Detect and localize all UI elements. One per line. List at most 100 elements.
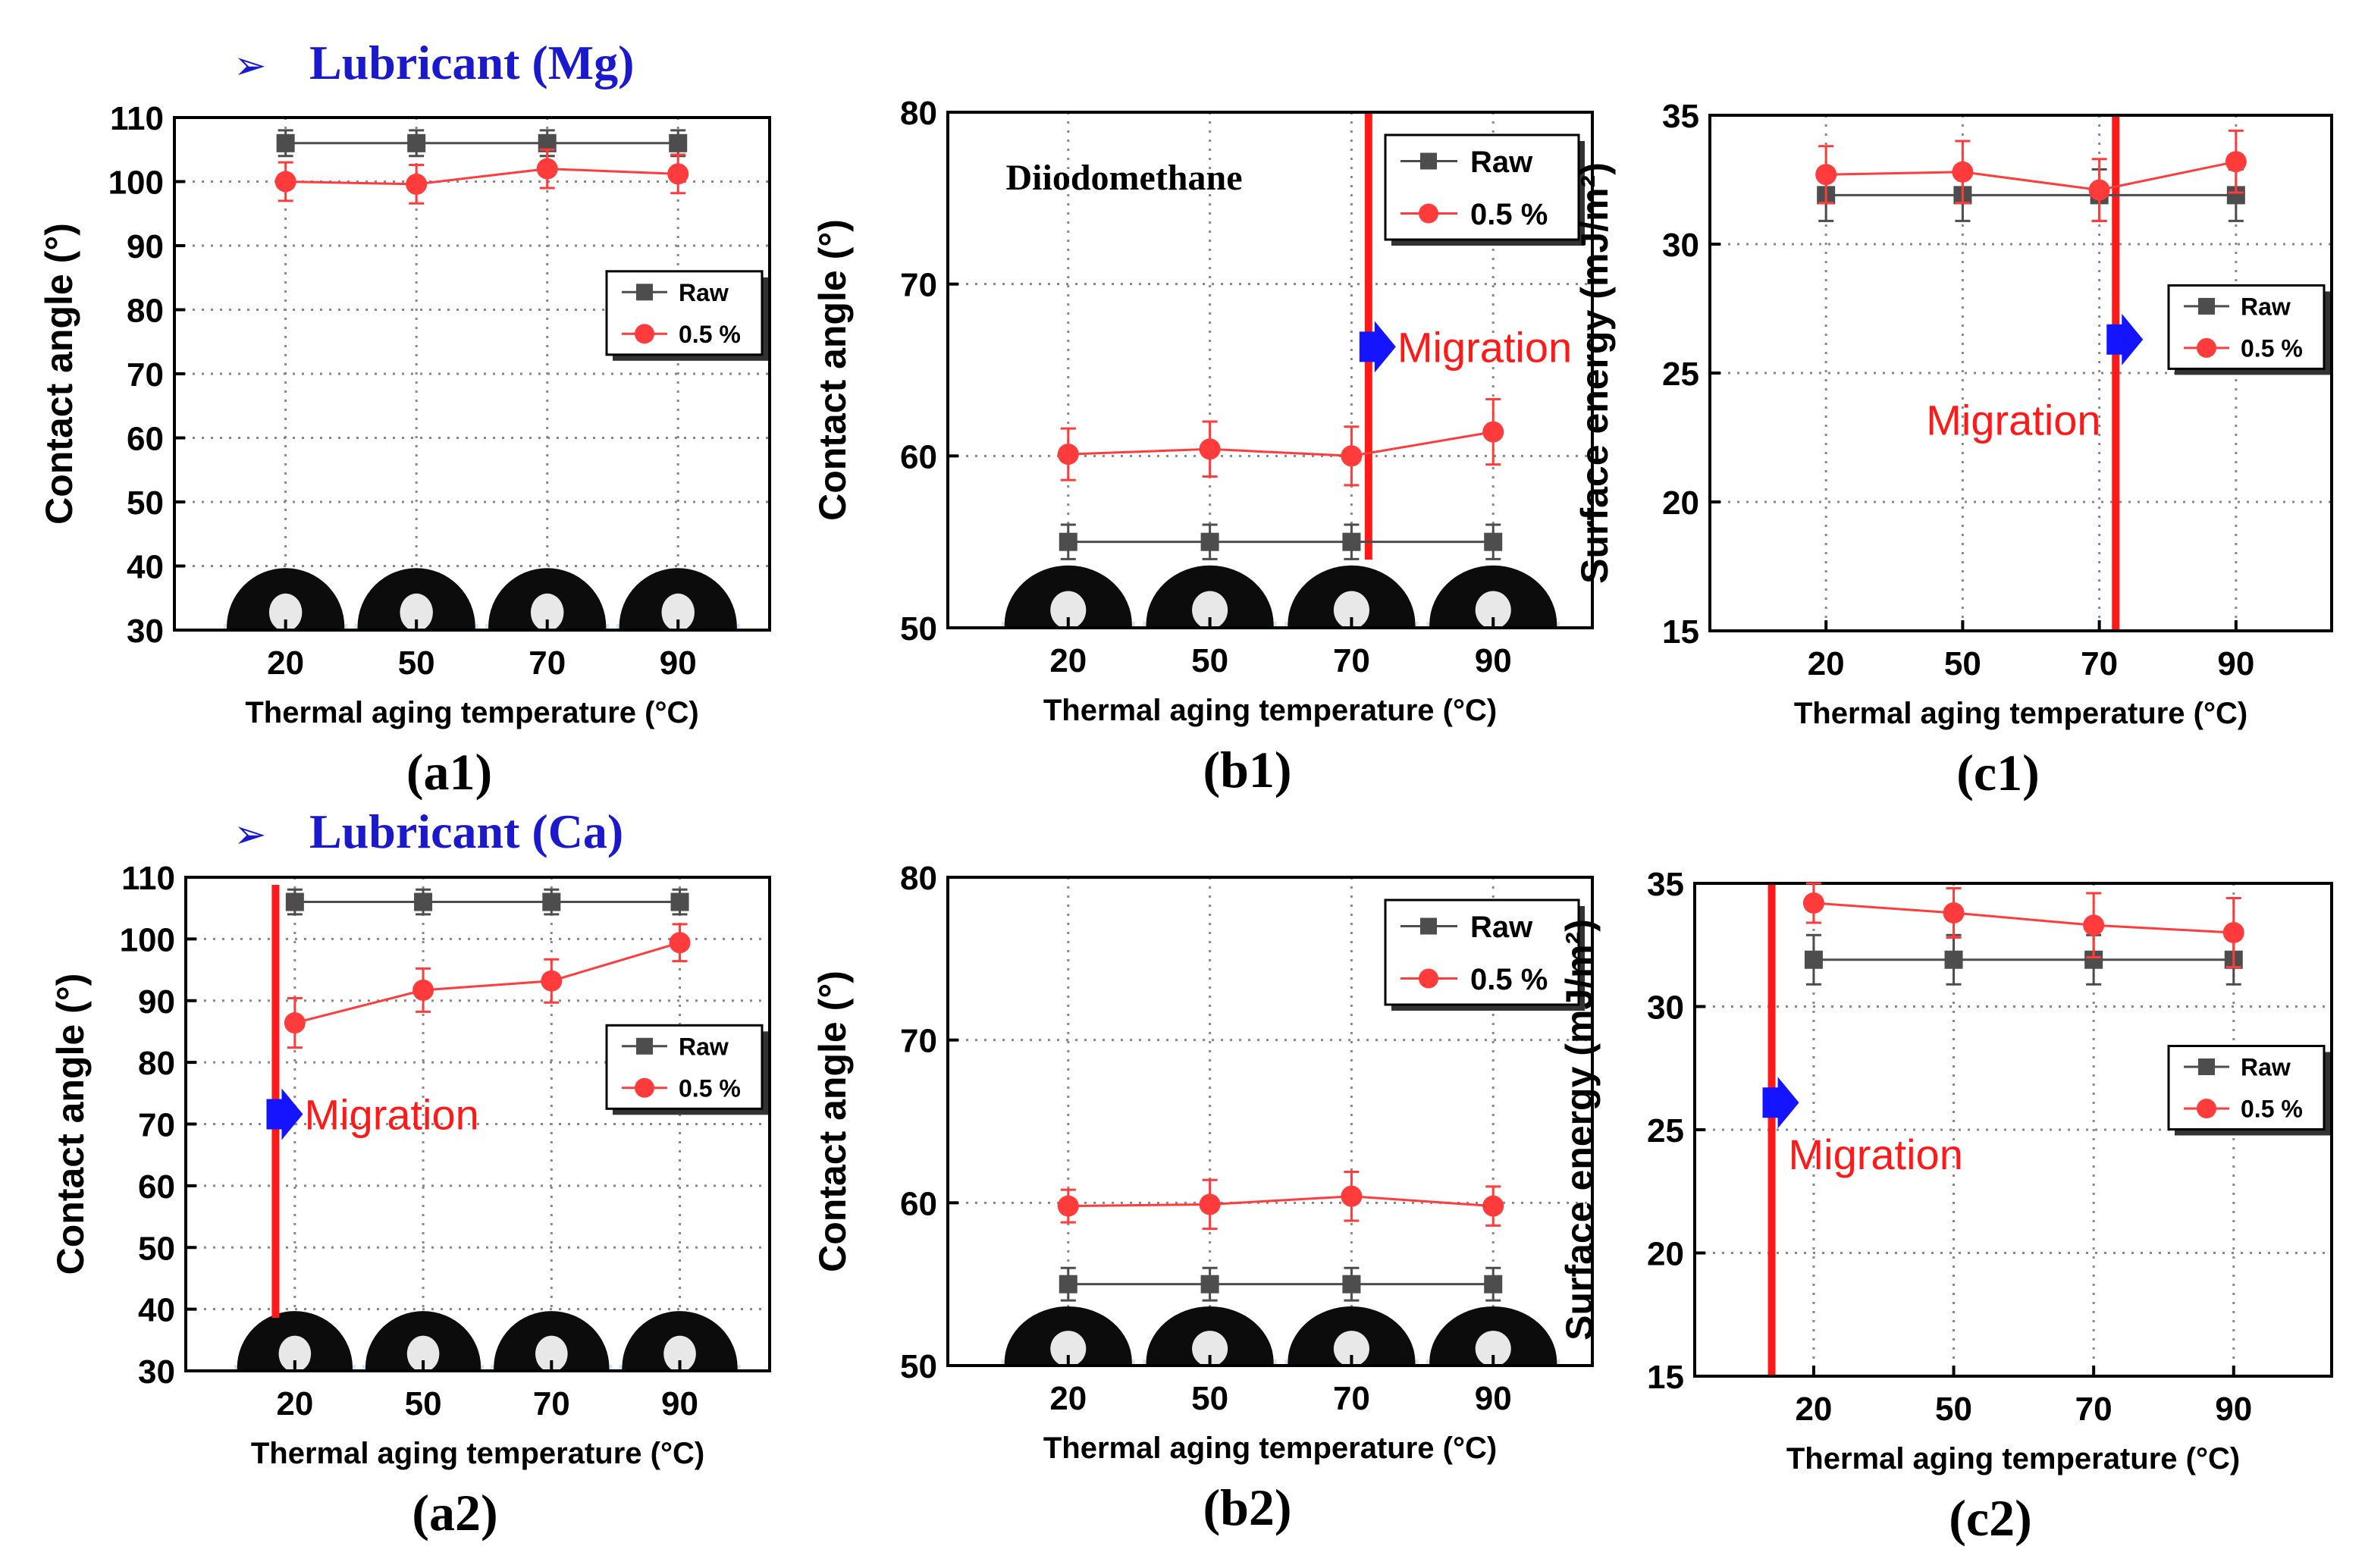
section-header-ca: ➢ Lubricant (Ca) bbox=[234, 804, 623, 858]
x-tick-label-a2-3: 90 bbox=[661, 1385, 698, 1422]
legend-marker-c1-1 bbox=[2197, 337, 2216, 358]
y-tick-label-b1-1: 60 bbox=[900, 438, 937, 475]
series-a1-0 bbox=[276, 129, 688, 158]
series-a1-1 bbox=[274, 148, 689, 205]
y-tick-label-c2-0: 15 bbox=[1647, 1359, 1684, 1396]
legend-box-a2 bbox=[605, 1024, 764, 1110]
section-header-mg-marker: ➢ bbox=[234, 44, 267, 88]
y-tick-label-b2-0: 50 bbox=[900, 1348, 937, 1385]
legend-a1: Raw 0.5 % bbox=[605, 270, 768, 361]
data-point-c2-1-0 bbox=[1802, 892, 1824, 914]
series-b1-1 bbox=[1057, 398, 1504, 487]
y-tick-label-a1-2: 50 bbox=[127, 485, 164, 522]
x-tick-label-a1-2: 70 bbox=[529, 644, 566, 682]
data-point-b1-1-3 bbox=[1482, 421, 1504, 443]
x-tick-label-a2-1: 50 bbox=[405, 1385, 442, 1422]
x-tick-label-b1-2: 70 bbox=[1333, 642, 1370, 679]
data-point-b1-1-2 bbox=[1341, 445, 1363, 467]
data-point-b2-1-1 bbox=[1199, 1193, 1221, 1215]
data-point-b1-1-1 bbox=[1199, 438, 1221, 460]
legend-label-b2-0: Raw bbox=[1470, 911, 1533, 944]
y-tick-label-a1-6: 90 bbox=[127, 228, 164, 265]
legend-box-b1 bbox=[1384, 133, 1580, 241]
x-tick-label-a1-0: 20 bbox=[267, 644, 304, 682]
x-tick-label-a1-1: 50 bbox=[398, 644, 435, 682]
x-tick-label-b2-2: 70 bbox=[1333, 1380, 1370, 1417]
data-point-b2-0-1 bbox=[1200, 1275, 1219, 1294]
y-tick-label-a1-4: 70 bbox=[127, 356, 164, 394]
x-tick-label-a2-2: 70 bbox=[533, 1385, 570, 1422]
data-point-a1-0-1 bbox=[407, 133, 426, 152]
x-tick-label-c1-1: 50 bbox=[1944, 645, 1981, 682]
y-axis-label-c1: Surface energy (mJ/m²) bbox=[1573, 162, 1616, 584]
y-tick-label-a2-4: 70 bbox=[138, 1107, 175, 1144]
data-point-a1-1-2 bbox=[536, 158, 558, 180]
migration-arrow-c1 bbox=[2106, 313, 2144, 365]
data-point-c1-1-2 bbox=[2088, 179, 2110, 201]
x-axis-label-b1: Thermal aging temperature (°C) bbox=[1043, 694, 1497, 727]
series-a2-0 bbox=[285, 888, 689, 916]
x-axis-label-c2: Thermal aging temperature (°C) bbox=[1786, 1442, 2240, 1475]
x-tick-label-b1-3: 90 bbox=[1475, 642, 1512, 679]
chart-panel-c1: Migration 15 20 25 30 35 20 50 70 90 Thermal aging… bbox=[1573, 98, 2333, 801]
data-point-b2-1-2 bbox=[1341, 1185, 1363, 1207]
x-tick-label-b1-0: 20 bbox=[1049, 642, 1087, 679]
legend-label-c2-1: 0.5 % bbox=[2241, 1096, 2303, 1123]
legend-label-b1-1: 0.5 % bbox=[1470, 198, 1548, 231]
x-axis-label-c1: Thermal aging temperature (°C) bbox=[1794, 697, 2247, 730]
y-tick-label-c2-2: 25 bbox=[1647, 1112, 1684, 1149]
y-tick-label-c2-1: 20 bbox=[1647, 1236, 1684, 1273]
legend-label-c1-1: 0.5 % bbox=[2241, 334, 2303, 362]
data-point-b1-0-1 bbox=[1200, 532, 1219, 551]
legend-c2: Raw 0.5 % bbox=[2167, 1045, 2330, 1136]
series-c1-0 bbox=[1817, 168, 2245, 222]
data-point-a2-1-1 bbox=[412, 979, 434, 1001]
x-axis-label-a1: Thermal aging temperature (°C) bbox=[245, 696, 698, 729]
data-point-a1-1-0 bbox=[274, 171, 296, 193]
migration-label-c1: Migration bbox=[1926, 397, 2100, 444]
y-tick-label-a1-0: 30 bbox=[127, 613, 164, 650]
x-tick-label-b1-1: 50 bbox=[1191, 642, 1228, 679]
y-tick-label-b1-2: 70 bbox=[900, 267, 937, 304]
legend-marker-a2-0 bbox=[636, 1037, 653, 1055]
series-line-b1-1 bbox=[1068, 431, 1494, 457]
x-tick-label-a1-3: 90 bbox=[660, 644, 697, 682]
series-b1-0 bbox=[1059, 523, 1503, 560]
data-point-a2-0-1 bbox=[414, 892, 433, 911]
legend-b2: Raw 0.5 % bbox=[1384, 898, 1585, 1011]
droplet-image-b1-3 bbox=[1426, 565, 1560, 628]
y-tick-label-a1-7: 100 bbox=[108, 165, 164, 202]
migration-arrow-a2 bbox=[266, 1088, 303, 1140]
series-c1-1 bbox=[1815, 129, 2247, 222]
x-axis-label-a2: Thermal aging temperature (°C) bbox=[251, 1437, 704, 1470]
data-point-a1-1-1 bbox=[406, 173, 428, 195]
legend-label-a1-0: Raw bbox=[679, 279, 729, 306]
series-line-c1-1 bbox=[1826, 160, 2237, 192]
legend-label-c2-0: Raw bbox=[2241, 1054, 2291, 1081]
data-point-b2-0-3 bbox=[1484, 1275, 1503, 1294]
y-tick-label-b2-3: 80 bbox=[900, 860, 937, 897]
data-point-b2-1-3 bbox=[1482, 1195, 1504, 1217]
y-axis-label-b2: Contact angle (°) bbox=[811, 971, 854, 1272]
migration-arrow-b1 bbox=[1359, 321, 1396, 373]
y-tick-label-c2-4: 35 bbox=[1647, 866, 1684, 903]
series-b2-0 bbox=[1059, 1266, 1503, 1302]
legend-label-a2-1: 0.5 % bbox=[679, 1074, 741, 1102]
legend-box-c1 bbox=[2167, 284, 2326, 370]
x-tick-label-c1-3: 90 bbox=[2217, 645, 2254, 682]
x-tick-label-c2-0: 20 bbox=[1795, 1391, 1832, 1428]
data-point-a2-1-3 bbox=[669, 932, 691, 954]
panel-label-c1: (c1) bbox=[1956, 744, 2039, 801]
y-tick-label-a2-6: 90 bbox=[138, 983, 175, 1021]
data-point-a2-0-3 bbox=[670, 892, 689, 911]
migration-label-a2: Migration bbox=[304, 1090, 478, 1138]
data-point-b2-0-0 bbox=[1059, 1275, 1077, 1294]
legend-a2: Raw 0.5 % bbox=[605, 1024, 768, 1115]
annotation-b1: Diiodomethane bbox=[1006, 158, 1243, 198]
data-point-c1-1-1 bbox=[1952, 161, 1974, 183]
y-tick-label-c1-4: 35 bbox=[1662, 98, 1699, 135]
chart-panel-b1: Migration 50 60 70 80 20 50 70 90 Thermal aging t… bbox=[811, 95, 1594, 798]
legend-box-a1 bbox=[605, 270, 764, 356]
chart-panel-c2: Migration 15 20 25 30 35 20 50 70 90 Thermal aging… bbox=[1558, 866, 2333, 1547]
